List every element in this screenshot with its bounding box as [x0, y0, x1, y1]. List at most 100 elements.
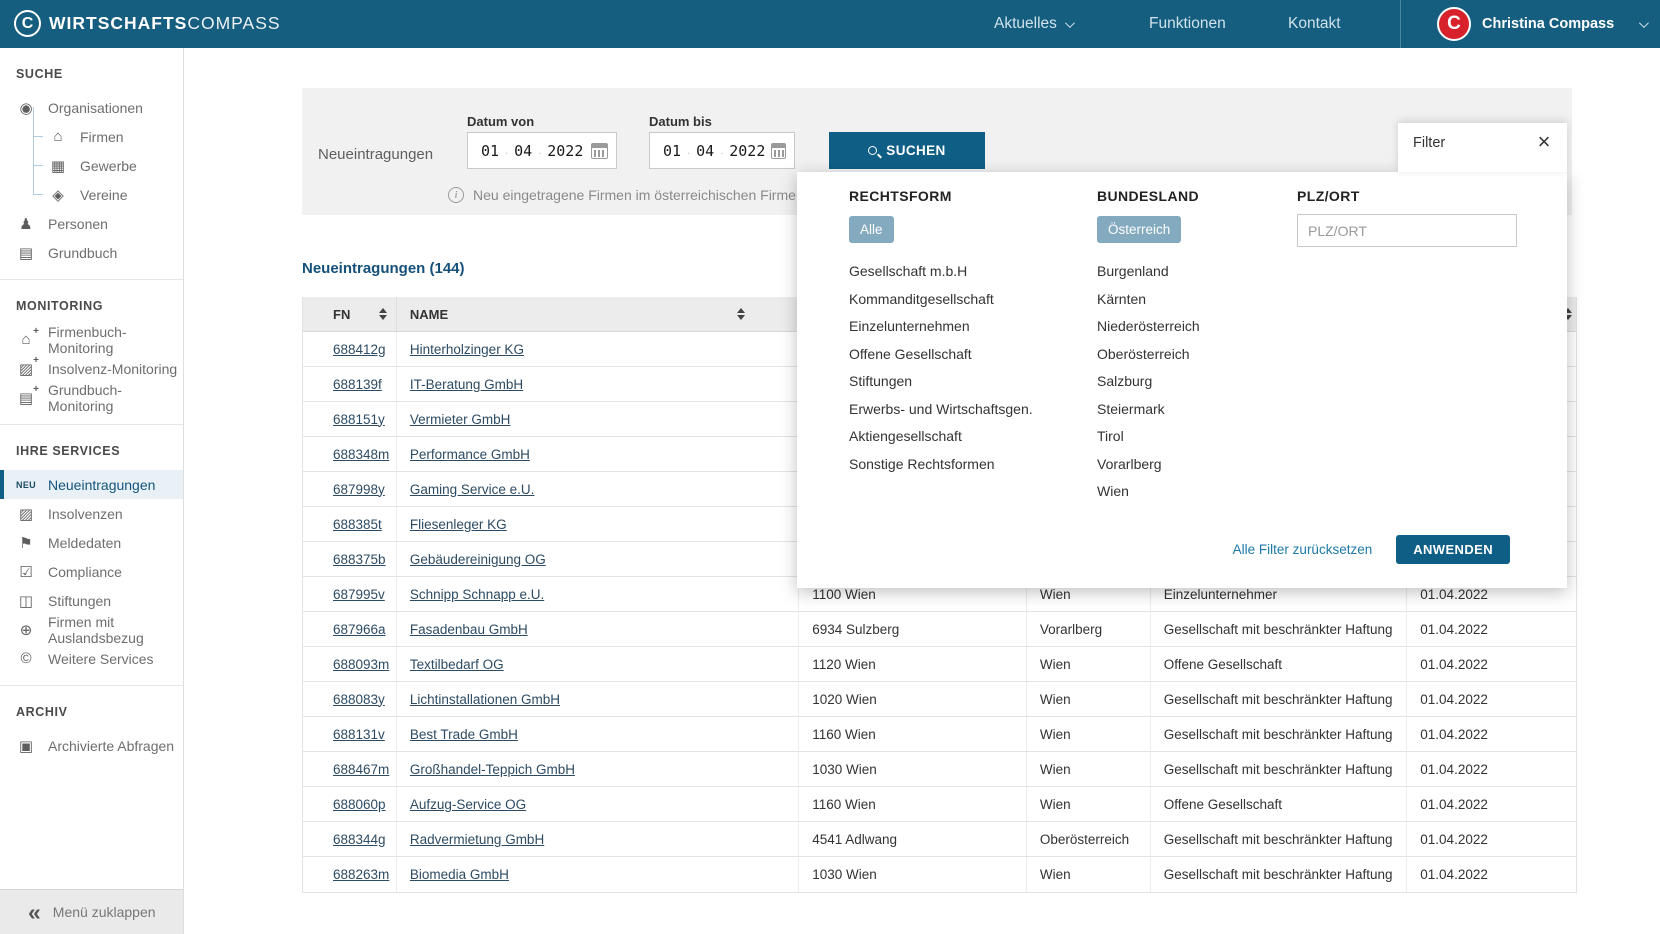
- company-link[interactable]: Aufzug-Service OG: [409, 796, 527, 812]
- fn-link[interactable]: 688131v: [333, 726, 385, 742]
- plus-icon: +: [33, 326, 39, 337]
- fn-link[interactable]: 688375b: [333, 551, 386, 567]
- sidebar-item-compliance[interactable]: ☑ Compliance: [0, 557, 183, 586]
- rechtsform-option-aktiengesellschaft[interactable]: Aktiengesellschaft: [849, 428, 962, 444]
- fn-link[interactable]: 688344g: [333, 831, 386, 847]
- company-link[interactable]: Fasadenbau GmbH: [409, 621, 528, 637]
- rechtsform-option-offene-gesellschaft[interactable]: Offene Gesellschaft: [849, 345, 972, 362]
- filter-tab[interactable]: Filter ×: [1398, 123, 1567, 172]
- column-header[interactable]: [1407, 297, 1576, 331]
- bundesland-option-vorarlberg[interactable]: Vorarlberg: [1097, 455, 1162, 472]
- bundesland-option-salzburg[interactable]: Salzburg: [1097, 373, 1153, 389]
- company-link[interactable]: IT-Beratung GmbH: [409, 376, 524, 392]
- bundesland-option-tirol[interactable]: Tirol: [1097, 428, 1124, 444]
- bundesland-option-wien[interactable]: Wien: [1097, 483, 1129, 499]
- calendar-icon[interactable]: [591, 142, 608, 159]
- book-icon: ▤ +: [18, 383, 39, 407]
- company-link[interactable]: Gaming Service e.U.: [409, 481, 535, 497]
- chevron-down-icon: [1064, 17, 1075, 28]
- sidebar-item-grundbuch-monitoring[interactable]: ▤ + Grundbuch-Monitoring: [0, 382, 183, 414]
- sidebar-item-weitere-services[interactable]: © Weitere Services: [0, 644, 183, 673]
- table-cell: 688344g: [303, 822, 397, 856]
- fn-link[interactable]: 687966a: [333, 621, 386, 637]
- company-link[interactable]: Performance GmbH: [409, 446, 530, 462]
- column-header-label: NAME: [409, 306, 449, 322]
- table-cell: Gesellschaft mit beschränkter Haftung: [1151, 752, 1408, 786]
- fn-link[interactable]: 688412g: [333, 341, 386, 357]
- column-header-fn[interactable]: FN: [303, 297, 397, 331]
- fn-link[interactable]: 688348m: [333, 446, 390, 462]
- sidebar-item-firmen-mit-auslandsbezug[interactable]: ⊕ Firmen mit Auslandsbezug: [0, 614, 183, 646]
- rechtsform-option-erwerbs-und-wirtschaftsgen-[interactable]: Erwerbs- und Wirtschaftsgen.: [849, 400, 1033, 417]
- company-link[interactable]: Schnipp Schnapp e.U.: [409, 586, 545, 602]
- nav-item-funktionen[interactable]: Funktionen: [1149, 0, 1226, 48]
- sort-icon[interactable]: [378, 308, 388, 320]
- date-to-input[interactable]: 01. 04. 2022: [649, 132, 795, 169]
- company-link[interactable]: Textilbedarf OG: [409, 656, 504, 672]
- fn-link[interactable]: 687998y: [333, 481, 385, 497]
- user-menu[interactable]: C Christina Compass: [1437, 0, 1650, 48]
- sidebar-item-organisationen[interactable]: ◉ Organisationen: [0, 93, 183, 122]
- bundesland-option-burgenland[interactable]: Burgenland: [1097, 263, 1169, 279]
- rechtsform-option-einzelunternehmen[interactable]: Einzelunternehmen: [849, 318, 970, 334]
- close-icon[interactable]: ×: [1537, 129, 1551, 154]
- calendar-icon[interactable]: [771, 142, 786, 159]
- date-from-input[interactable]: 01. 04. 2022: [467, 132, 617, 169]
- bundesland-option-niederösterreich[interactable]: Niederösterreich: [1097, 318, 1200, 334]
- fn-link[interactable]: 687995v: [333, 586, 385, 602]
- factory-icon: ⌂: [53, 128, 63, 145]
- rechtsform-option-stiftungen[interactable]: Stiftungen: [849, 373, 913, 389]
- sort-icon[interactable]: [737, 308, 746, 320]
- column-header-name[interactable]: NAME: [397, 297, 800, 331]
- sidebar-item-neueintragungen[interactable]: NEU Neueintragungen: [0, 470, 183, 499]
- sidebar-item-grundbuch[interactable]: ▤ Grundbuch: [0, 238, 183, 267]
- bundesland-option-kärnten[interactable]: Kärnten: [1097, 290, 1147, 307]
- bundesland-option-oberösterreich[interactable]: Oberösterreich: [1097, 345, 1190, 362]
- sidebar-item-archivierte-abfragen[interactable]: ▣ Archivierte Abfragen: [0, 731, 183, 760]
- plzort-input[interactable]: [1297, 214, 1517, 247]
- fn-link[interactable]: 688060p: [333, 796, 386, 812]
- sidebar-item-vereine[interactable]: ◈ Vereine: [0, 165, 183, 209]
- company-link[interactable]: Radvermietung GmbH: [409, 831, 545, 847]
- collapse-menu-button[interactable]: « Menü zuklappen: [0, 889, 183, 934]
- sidebar-item-gewerbe[interactable]: ▦ Gewerbe: [0, 136, 183, 180]
- company-link[interactable]: Lichtinstallationen GmbH: [409, 691, 560, 707]
- rechtsform-option-kommanditgesellschaft[interactable]: Kommanditgesellschaft: [849, 290, 994, 307]
- table-cell: Biomedia GmbH: [397, 857, 800, 892]
- rechtsform-chip-alle[interactable]: Alle: [849, 216, 894, 243]
- sidebar-item-personen[interactable]: ♟ Personen: [0, 209, 183, 238]
- company-link[interactable]: Großhandel-Teppich GmbH: [409, 761, 575, 777]
- fn-link[interactable]: 688083y: [333, 691, 385, 707]
- sidebar-item-insolvenz-monitoring[interactable]: ▨ + Insolvenz-Monitoring: [0, 354, 183, 383]
- nav-item-aktuelles[interactable]: Aktuelles: [994, 0, 1075, 48]
- company-link[interactable]: Fliesenleger KG: [409, 516, 507, 532]
- bundesland-chip-oesterreich[interactable]: Österreich: [1097, 216, 1182, 243]
- sort-icon[interactable]: [1564, 308, 1573, 320]
- company-link[interactable]: Hinterholzinger KG: [409, 341, 524, 357]
- search-button[interactable]: SUCHEN: [829, 132, 985, 169]
- company-link[interactable]: Best Trade GmbH: [409, 726, 518, 742]
- table-cell: 688131v: [303, 717, 397, 751]
- fn-link[interactable]: 688467m: [333, 761, 390, 777]
- sidebar-item-stiftungen[interactable]: ◫ Stiftungen: [0, 586, 183, 615]
- fn-link[interactable]: 688385t: [333, 516, 382, 532]
- table-cell: Wien: [1027, 717, 1151, 751]
- reset-filters-link[interactable]: Alle Filter zurücksetzen: [1232, 542, 1373, 557]
- bundesland-option-steiermark[interactable]: Steiermark: [1097, 400, 1165, 417]
- nav-item-kontakt[interactable]: Kontakt: [1288, 0, 1341, 48]
- sidebar-item-firmen[interactable]: ⌂ Firmen: [0, 107, 183, 151]
- rechtsform-option-sonstige-rechtsformen[interactable]: Sonstige Rechtsformen: [849, 455, 995, 472]
- company-link[interactable]: Biomedia GmbH: [409, 867, 509, 882]
- fn-link[interactable]: 688139f: [333, 376, 382, 392]
- rechtsform-option-gesellschaft-m-b-h[interactable]: Gesellschaft m.b.H: [849, 263, 968, 279]
- fn-link[interactable]: 688093m: [333, 656, 390, 672]
- sidebar-item-firmenbuch-monitoring[interactable]: ⌂ + Firmenbuch-Monitoring: [0, 324, 183, 356]
- brand-logo[interactable]: C WIRTSCHAFTSCOMPASS: [14, 10, 281, 37]
- sidebar-item-meldedaten[interactable]: ⚑ Meldedaten: [0, 528, 183, 557]
- company-link[interactable]: Vermieter GmbH: [409, 411, 511, 427]
- company-link[interactable]: Gebäudereinigung OG: [409, 551, 546, 567]
- sidebar-item-insolvenzen[interactable]: ▨ Insolvenzen: [0, 499, 183, 528]
- apply-filters-button[interactable]: ANWENDEN: [1396, 535, 1510, 564]
- fn-link[interactable]: 688263m: [333, 867, 390, 882]
- fn-link[interactable]: 688151y: [333, 411, 385, 427]
